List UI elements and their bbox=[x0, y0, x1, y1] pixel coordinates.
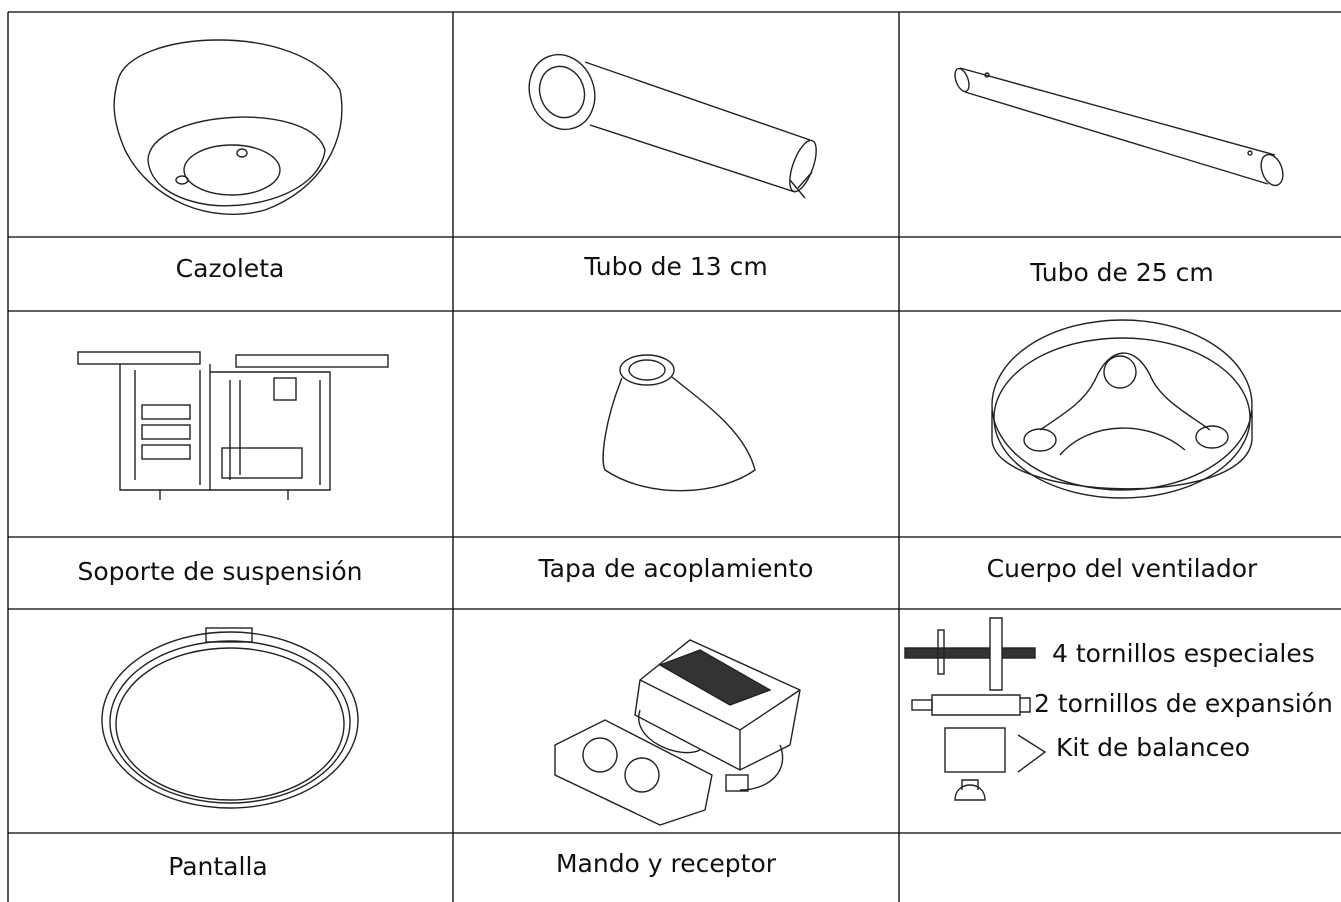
hardware-drawing bbox=[904, 617, 1047, 801]
part-label: Tubo de 25 cm bbox=[1029, 258, 1213, 287]
remote-drawing bbox=[554, 639, 801, 826]
bracket-drawing bbox=[77, 351, 389, 500]
fan-body-drawing bbox=[991, 319, 1253, 499]
part-label: Soporte de suspensión bbox=[77, 557, 362, 586]
ring-drawing bbox=[101, 627, 359, 809]
hardware-label: 2 tornillos de expansión bbox=[1034, 689, 1333, 718]
tube-25-drawing bbox=[954, 67, 1284, 187]
table-grid bbox=[7, 11, 1341, 902]
hardware-label: Kit de balanceo bbox=[1056, 733, 1250, 762]
bowl-drawing bbox=[113, 39, 343, 215]
part-label: Pantalla bbox=[168, 852, 267, 881]
part-label: Tapa de acoplamiento bbox=[538, 554, 814, 583]
part-label: Mando y receptor bbox=[556, 849, 777, 878]
hardware-label: 4 tornillos especiales bbox=[1052, 639, 1315, 668]
cap-drawing bbox=[602, 354, 756, 492]
part-label: Cazoleta bbox=[176, 254, 285, 283]
part-label: Tubo de 13 cm bbox=[583, 252, 767, 281]
tube-13-drawing bbox=[528, 53, 817, 199]
part-label: Cuerpo del ventilador bbox=[987, 554, 1258, 583]
